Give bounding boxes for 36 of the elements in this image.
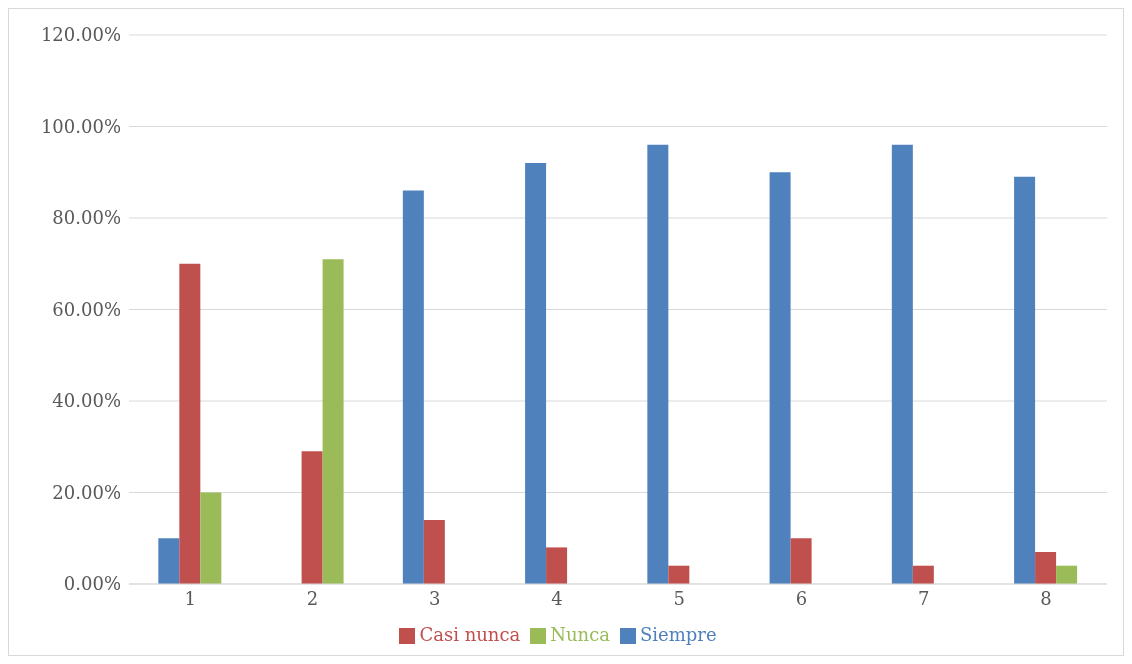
bar: [158, 538, 180, 584]
x-tick-label: 7: [917, 587, 930, 609]
y-tick-label: 80.00%: [52, 207, 121, 229]
bar: [790, 538, 812, 584]
x-tick-label: 2: [306, 587, 319, 609]
legend-label: Siempre: [639, 624, 717, 645]
bar: [322, 259, 344, 584]
y-tick-label: 20.00%: [52, 481, 121, 503]
bar: [179, 263, 201, 584]
bar: [525, 163, 547, 584]
bar: [423, 519, 445, 584]
x-tick-label: 4: [551, 587, 563, 609]
bar: [1035, 551, 1057, 584]
y-tick-label: 100.00%: [40, 115, 121, 137]
bar: [546, 547, 568, 584]
bar: [301, 451, 323, 584]
bar: [1056, 565, 1078, 584]
x-tick-label: 5: [673, 587, 685, 609]
legend-label: Nunca: [550, 624, 610, 645]
y-tick-label: 120.00%: [40, 24, 121, 46]
legend-label: Casi nunca: [419, 624, 521, 645]
x-tick-label: 1: [184, 587, 196, 609]
bar: [647, 144, 669, 584]
x-tick-label: 8: [1040, 587, 1052, 609]
bar: [769, 172, 791, 584]
y-tick-label: 60.00%: [52, 298, 121, 320]
bar: [891, 144, 913, 584]
bar: [402, 190, 424, 584]
bar: [912, 565, 934, 584]
x-tick-label: 3: [428, 587, 441, 609]
bar: [200, 492, 222, 584]
y-tick-label: 0.00%: [63, 573, 121, 595]
bar: [1014, 176, 1036, 584]
x-tick-label: 6: [795, 587, 808, 609]
y-tick-label: 40.00%: [52, 390, 121, 412]
bar: [668, 565, 690, 584]
